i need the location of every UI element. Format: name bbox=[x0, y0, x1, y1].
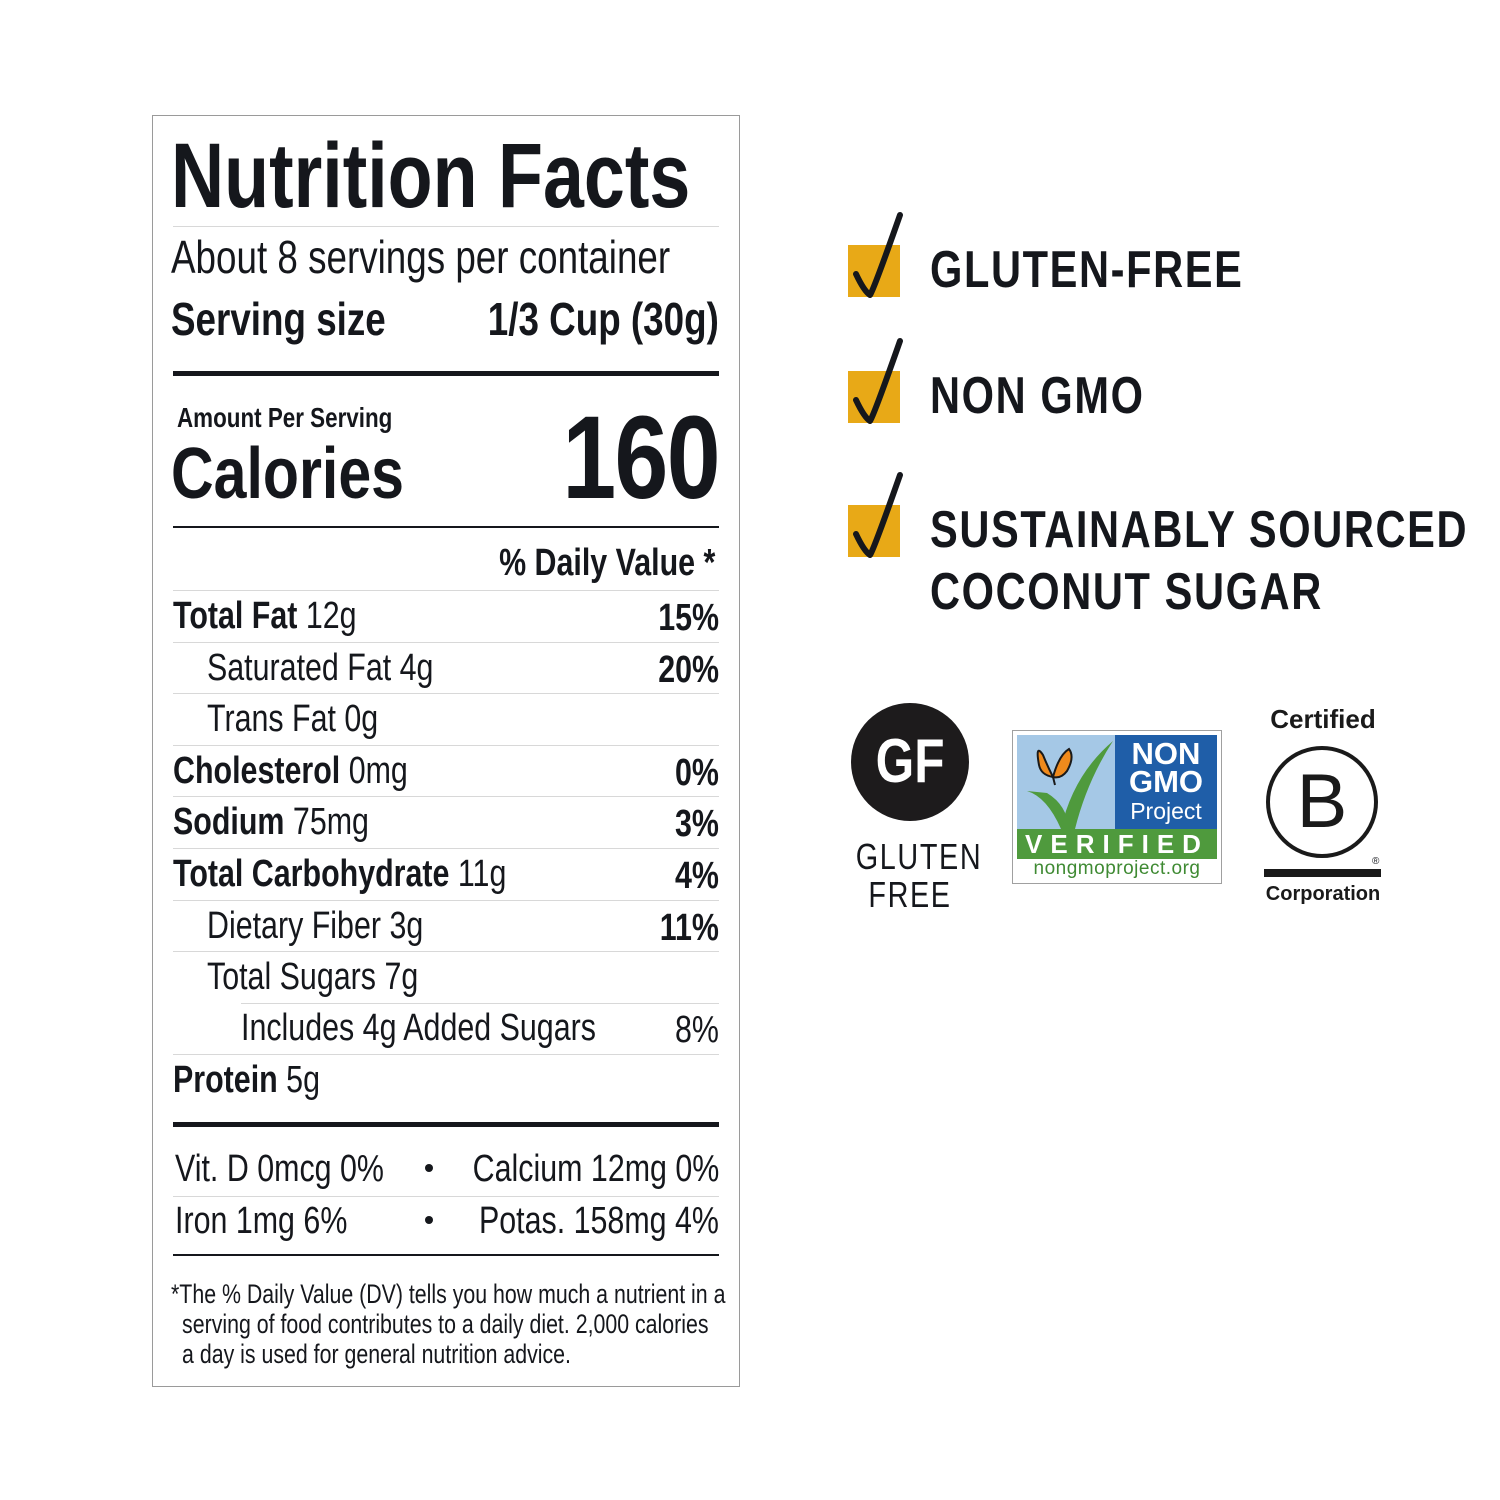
nutrient-pct: 20% bbox=[658, 648, 719, 691]
nutrition-facts-panel: Nutrition Facts About 8 servings per con… bbox=[152, 115, 740, 1387]
nutrient-row-sodium: Sodium 75mg 3% bbox=[173, 796, 719, 848]
nutrient-pct: 15% bbox=[658, 597, 719, 639]
nutrient-name: Includes 4g Added Sugars bbox=[241, 1006, 596, 1049]
claim-text: SUSTAINABLY SOURCED bbox=[930, 501, 1469, 559]
nutrient-pct: 4% bbox=[675, 854, 719, 897]
verified-band: VERIFIED bbox=[1017, 829, 1217, 859]
nutrient-amount: 5g bbox=[286, 1059, 320, 1102]
non-gmo-line: NON bbox=[1131, 736, 1201, 771]
non-gmo-line: Project bbox=[1130, 798, 1202, 824]
thick-divider bbox=[173, 1122, 719, 1127]
nutrient-row-total-carbohydrate: Total Carbohydrate 11g 4% bbox=[173, 847, 719, 900]
calories-label: Calories bbox=[171, 434, 404, 514]
serving-size-label: Serving size bbox=[171, 293, 386, 345]
nutrient-row-protein: Protein 5g bbox=[173, 1054, 719, 1106]
nutrient-name: Total Fat bbox=[173, 595, 298, 637]
servings-per-container: About 8 servings per container bbox=[171, 231, 671, 283]
gf-label-line: FREE bbox=[868, 874, 952, 915]
nutrient-name: Sodium bbox=[173, 801, 285, 844]
medium-divider bbox=[173, 1254, 719, 1256]
nutrient-pct: 3% bbox=[675, 803, 719, 846]
gf-label-line: GLUTEN bbox=[855, 836, 983, 877]
nutrient-amount: 7g bbox=[384, 956, 419, 999]
gluten-free-badge-label: GLUTEN FREE bbox=[840, 836, 983, 915]
medium-divider bbox=[173, 526, 719, 528]
daily-value-footnote: *The % Daily Value (DV) tells you how mu… bbox=[171, 1279, 726, 1369]
nutrient-rows: Total Fat 12g 15% Saturated Fat 4g 20% T… bbox=[173, 590, 719, 1106]
vitamin-row: Vit. D 0mcg 0% Calcium 12mg 0% bbox=[173, 1144, 719, 1196]
vitamin-row: Iron 1mg 6% Potas. 158mg 4% bbox=[173, 1196, 719, 1248]
daily-value-header: % Daily Value * bbox=[498, 542, 715, 584]
nutrient-row-dietary-fiber: Dietary Fiber 3g 11% bbox=[173, 899, 719, 952]
footnote-line: *The % Daily Value (DV) tells you how mu… bbox=[171, 1279, 726, 1309]
bullet-icon bbox=[425, 1216, 433, 1224]
divider bbox=[173, 1196, 719, 1197]
bcorp-certified-label: Certified bbox=[1270, 704, 1376, 734]
vitamin-left: Vit. D 0mcg 0% bbox=[175, 1148, 384, 1190]
checkmark-icon bbox=[848, 472, 903, 558]
nutrient-amount: 0mg bbox=[348, 749, 408, 792]
nutrient-name: Total Sugars bbox=[207, 956, 376, 999]
bcorp-letter: B bbox=[1296, 759, 1348, 844]
gf-mark: GF bbox=[875, 727, 945, 796]
non-gmo-url: nongmoproject.org bbox=[1033, 858, 1201, 879]
nutrient-row-saturated-fat: Saturated Fat 4g 20% bbox=[173, 641, 719, 694]
nutrient-row-trans-fat: Trans Fat 0g bbox=[173, 693, 719, 745]
bcorp-logo-icon: B bbox=[1266, 746, 1378, 858]
vitamin-right: Calcium 12mg 0% bbox=[472, 1148, 719, 1190]
nutrient-row-cholesterol: Cholesterol 0mg 0% bbox=[173, 744, 719, 797]
bcorp-underline bbox=[1264, 869, 1381, 877]
thick-divider bbox=[173, 371, 719, 376]
footnote-line: a day is used for general nutrition advi… bbox=[182, 1339, 571, 1369]
non-gmo-line: GMO bbox=[1128, 764, 1204, 799]
claim-text: COCONUT SUGAR bbox=[930, 563, 1323, 621]
claim-text: NON GMO bbox=[930, 367, 1145, 425]
nutrient-name: Dietary Fiber bbox=[207, 904, 381, 947]
amount-per-serving-label: Amount Per Serving bbox=[177, 402, 393, 433]
nutrient-name: Protein bbox=[173, 1059, 278, 1102]
checkmark-icon bbox=[848, 338, 903, 424]
nutrient-amount: 3g bbox=[389, 904, 424, 947]
nutrient-amount: 0g bbox=[344, 698, 379, 741]
nutrient-pct: 0% bbox=[675, 751, 719, 794]
nutrient-pct: 8% bbox=[675, 1008, 719, 1051]
nutrient-name: Trans Fat bbox=[207, 698, 336, 741]
nutrient-row-total-sugars: Total Sugars 7g bbox=[173, 951, 719, 1003]
non-gmo-project-badge: NON GMO Project VERIFIED nongmoproject.o… bbox=[1012, 730, 1222, 884]
nutrient-row-total-fat: Total Fat 12g 15% bbox=[173, 590, 719, 642]
nutrient-amount: 75mg bbox=[292, 801, 369, 844]
nutrient-amount: 12g bbox=[305, 595, 357, 637]
nutrient-row-added-sugars: Includes 4g Added Sugars 8% bbox=[173, 1002, 719, 1055]
vitamin-right: Potas. 158mg 4% bbox=[479, 1200, 719, 1242]
calories-value: 160 bbox=[562, 392, 720, 524]
divider bbox=[173, 226, 719, 227]
checkmark-icon bbox=[848, 212, 903, 298]
serving-size-value: 1/3 Cup (30g) bbox=[487, 293, 719, 345]
nutrient-amount: 11g bbox=[457, 852, 507, 895]
vitamin-left: Iron 1mg 6% bbox=[175, 1200, 348, 1242]
bullet-icon bbox=[425, 1164, 433, 1172]
nutrition-facts-title: Nutrition Facts bbox=[171, 125, 691, 227]
gluten-free-badge-icon: GF bbox=[851, 703, 969, 821]
bcorp-corporation-label: Corporation bbox=[1265, 883, 1381, 905]
nutrient-pct: 11% bbox=[659, 906, 719, 949]
nutrient-name: Saturated Fat bbox=[207, 646, 392, 689]
nutrient-name: Total Carbohydrate bbox=[173, 852, 450, 895]
registered-mark: ® bbox=[1372, 856, 1380, 867]
butterfly-plant-icon bbox=[1027, 741, 1113, 829]
claim-text: GLUTEN-FREE bbox=[930, 241, 1244, 299]
nutrient-amount: 4g bbox=[399, 646, 434, 689]
footnote-line: serving of food contributes to a daily d… bbox=[182, 1309, 709, 1339]
non-gmo-text-block: NON GMO Project bbox=[1115, 735, 1217, 829]
nutrient-name: Cholesterol bbox=[173, 749, 341, 792]
